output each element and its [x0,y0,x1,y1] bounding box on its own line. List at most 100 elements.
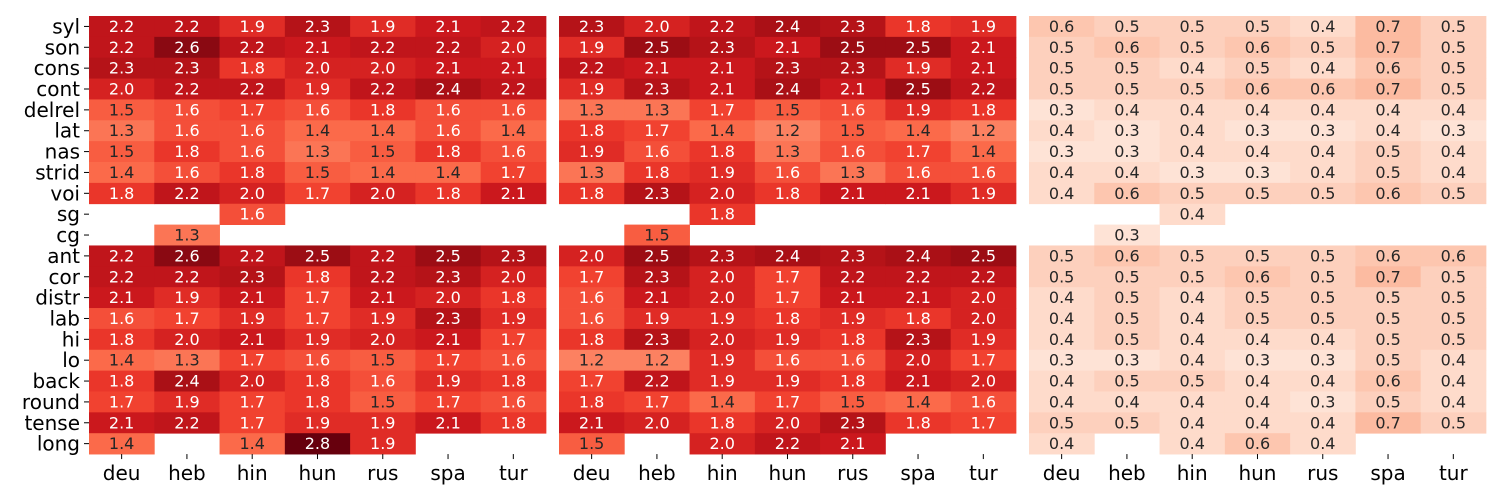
heatmap-cell [1420,141,1487,163]
cell-value-label: 0.4 [1441,142,1466,161]
cell-value-label: 2.4 [174,372,199,391]
heatmap-cell [154,78,220,100]
heatmap-cell [754,99,821,121]
cell-value-label: 2.8 [305,434,330,453]
cell-value-label: 2.1 [501,59,526,78]
heatmap-cell [480,141,547,163]
heatmap-cell [415,99,482,121]
cell-value-label: 2.1 [775,38,800,57]
heatmap-cell [1029,308,1095,330]
cell-value-label: 2.1 [971,59,996,78]
y-tick-label: ant [47,244,80,268]
heatmap-cell [350,57,416,79]
heatmap-cell [89,433,155,455]
cell-value-label: 0.5 [1310,38,1335,57]
cell-value-label: 2.4 [775,80,800,99]
cell-value-label: 1.4 [109,351,134,370]
heatmap-cell [1420,308,1487,330]
x-tick-label: hun [1238,461,1276,485]
heatmap-cell [89,370,155,392]
cell-value-label: 1.4 [109,434,134,453]
heatmap-cell [89,182,155,205]
cell-value-label: 2.2 [370,267,395,286]
cell-value-label: 2.0 [644,17,669,36]
cell-value-label: 1.6 [174,163,199,182]
heatmap-cell [1290,36,1356,59]
cell-value-label: 2.5 [840,38,865,57]
heatmap-cell [885,370,952,392]
heatmap-cell [820,16,886,38]
heatmap-cell [689,141,756,163]
cell-value-label: 0.5 [1310,288,1335,307]
heatmap-cell [480,349,547,372]
cell-value-label: 0.4 [1179,100,1204,119]
x-tick-label: rus [837,461,868,485]
cell-value-label: 2.1 [971,38,996,57]
cell-value-label: 0.4 [1310,413,1335,432]
cell-value-label: 2.2 [239,246,264,265]
cell-value-label: 2.0 [971,309,996,328]
y-tick-label: back [32,369,80,393]
cell-value-label: 0.5 [1049,38,1074,57]
heatmap-cell [284,328,351,351]
heatmap-cell [950,245,1017,267]
heatmap-cell [219,349,286,372]
heatmap-cell [219,412,286,434]
heatmap-cell [480,16,547,38]
cell-value-label: 0.5 [1179,372,1204,391]
cell-value-label: 1.6 [305,351,330,370]
heatmap-cell [624,370,690,392]
heatmap-cell [480,120,547,142]
cell-value-label: 0.5 [1441,330,1466,349]
heatmap-cell [689,433,756,455]
heatmap-cell [885,36,952,59]
cell-value-label: 2.1 [579,413,604,432]
cell-value-label: 1.7 [305,184,330,203]
cell-value-label: 2.4 [775,246,800,265]
heatmap-cell [689,203,756,225]
heatmap-cell [820,162,886,184]
cell-value-label: 2.1 [840,184,865,203]
heatmap-cell [624,36,690,59]
heatmap-cell [1355,99,1422,121]
heatmap-cell [1355,78,1422,100]
y-tick-label: delrel [24,98,80,122]
heatmap-cell [219,57,286,79]
cell-value-label: 1.2 [579,351,604,370]
heatmap-cell [480,328,547,351]
cell-value-label: 2.0 [579,246,604,265]
heatmap-cell [415,141,482,163]
cell-value-label: 1.9 [709,351,734,370]
heatmap-cell [219,78,286,100]
heatmap-cell [1159,182,1226,205]
heatmap-cell [754,287,821,309]
cell-value-label: 0.5 [1375,351,1400,370]
cell-value-label: 1.9 [370,434,395,453]
cell-value-label: 2.1 [840,434,865,453]
heatmap-cell [1355,36,1422,59]
heatmap-cell [350,370,416,392]
cell-value-label: 2.3 [239,267,264,286]
cell-value-label: 1.7 [239,100,264,119]
heatmap-cell [1290,245,1356,267]
heatmap-cell [950,120,1017,142]
heatmap-cell [1094,349,1160,372]
cell-value-label: 2.1 [840,288,865,307]
heatmap-cell [559,433,625,455]
heatmap-cell [1159,141,1226,163]
cell-value-label: 2.1 [435,413,460,432]
cell-value-label: 0.6 [1375,246,1400,265]
heatmap-cell [885,266,952,288]
cell-value-label: 1.7 [305,309,330,328]
cell-value-label: 1.4 [971,142,996,161]
heatmap-cell [1029,412,1095,434]
heatmap-cell [89,162,155,184]
cell-value-label: 2.0 [709,267,734,286]
cell-value-label: 1.6 [501,100,526,119]
cell-value-label: 1.9 [370,309,395,328]
heatmap-cell [1159,57,1226,79]
heatmap-cell [754,370,821,392]
cell-value-label: 1.8 [305,372,330,391]
heatmap-cell [559,412,625,434]
heatmap-cell [415,412,482,434]
